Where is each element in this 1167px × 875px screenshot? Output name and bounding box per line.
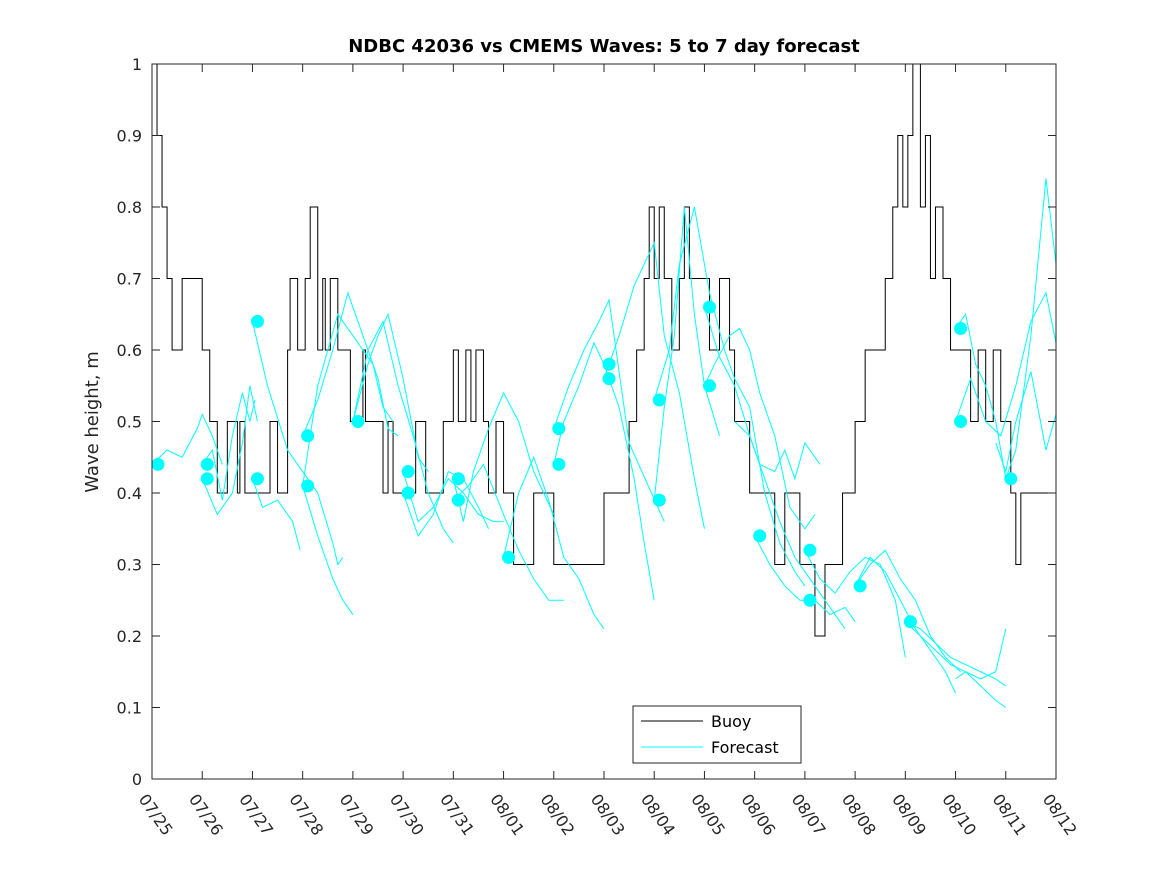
forecast-series-line-10	[352, 319, 454, 544]
forecast-start-point	[954, 322, 968, 336]
forecast-start-point	[602, 372, 616, 386]
forecast-series-line-17	[553, 298, 665, 522]
forecast-series-line-18	[603, 240, 705, 529]
forecast-series-line-32	[955, 291, 1056, 437]
forecast-start-point	[200, 457, 214, 471]
forecast-start-point	[401, 465, 415, 479]
forecast-start-point	[200, 472, 214, 486]
forecast-start-point	[301, 479, 315, 493]
legend: Buoy Forecast	[632, 705, 802, 764]
y-tick-label: 0.8	[117, 198, 142, 217]
forecast-start-point	[451, 472, 465, 486]
y-tick-label: 0.2	[117, 627, 142, 646]
forecast-start-point	[602, 357, 616, 371]
legend-label-buoy: Buoy	[711, 712, 751, 731]
x-tick-label: 08/04	[637, 790, 679, 839]
x-tick-label: 07/25	[135, 790, 177, 839]
forecast-start-point	[702, 379, 716, 393]
y-tick-label: 0.1	[117, 699, 142, 718]
forecast-series-line-25	[804, 549, 906, 658]
x-tick-label: 08/09	[888, 790, 930, 839]
forecast-series-line-14	[452, 463, 564, 601]
forecast-series-line-3	[201, 385, 258, 516]
forecast-series-line-29	[905, 621, 1007, 687]
forecast-series-line-21	[703, 327, 816, 530]
x-tick-label: 08/06	[737, 790, 779, 839]
y-tick-label: 0.3	[117, 556, 142, 575]
forecast-series-line-8	[302, 485, 354, 615]
buoy-series-line	[152, 64, 1056, 637]
y-tick-label: 0	[132, 770, 142, 789]
forecast-series-line-12	[402, 470, 489, 537]
forecast-start-point	[552, 422, 566, 436]
chart-title: NDBC 42036 vs CMEMS Waves: 5 to 7 day fo…	[348, 36, 860, 57]
forecast-start-point	[803, 543, 817, 557]
x-tick-label: 08/11	[989, 790, 1031, 839]
forecast-series-line-11	[402, 471, 504, 523]
legend-box	[632, 705, 802, 764]
forecast-start-point	[502, 550, 516, 564]
forecast-series-line-2	[201, 392, 256, 501]
x-tick-label: 08/02	[537, 790, 579, 839]
y-axis-label: Wave height, m	[82, 351, 103, 492]
plot-area	[152, 64, 1056, 708]
x-tick-label: 08/10	[938, 790, 980, 839]
forecast-start-point	[301, 429, 315, 443]
forecast-series-line-7	[302, 313, 394, 486]
forecast-start-point	[954, 415, 968, 428]
forecast-start-point	[753, 529, 767, 543]
x-tick-label: 07/31	[436, 790, 478, 839]
forecast-series-line-28	[904, 621, 1007, 708]
forecast-start-point	[853, 579, 867, 593]
forecast-start-point	[1004, 472, 1018, 486]
forecast-series-line-33	[995, 371, 1056, 474]
forecast-series-line-5	[251, 321, 344, 566]
x-tick-label: 08/01	[486, 790, 528, 839]
y-tick-label: 1	[132, 55, 142, 74]
x-tick-label: 07/28	[285, 790, 327, 839]
y-tick-label: 0.9	[117, 127, 142, 146]
forecast-series-line-30	[955, 628, 1007, 680]
forecast-start-point	[803, 593, 817, 607]
forecast-start-point	[652, 393, 666, 407]
forecast-start-point	[351, 415, 365, 428]
forecast-series-line-13	[452, 391, 555, 522]
forecast-series-line-4	[251, 478, 301, 551]
x-tick-label: 07/27	[235, 790, 277, 839]
y-tick-label: 0.7	[117, 270, 142, 289]
y-tick-label: 0.6	[117, 341, 142, 360]
x-tick-label: 08/08	[838, 790, 880, 839]
y-tick-label: 0.5	[117, 413, 142, 432]
forecast-start-point	[401, 486, 415, 500]
forecast-start-point	[702, 300, 716, 314]
forecast-start-point	[652, 493, 666, 507]
forecast-series-line-22	[703, 306, 846, 630]
x-tick-label: 08/12	[1039, 790, 1081, 839]
forecast-start-point	[250, 472, 264, 486]
x-tick-label: 08/03	[587, 790, 629, 839]
forecast-series-line-27	[854, 549, 961, 673]
forecast-series-line-9	[352, 312, 429, 472]
forecast-series-line-1	[152, 413, 223, 465]
forecast-start-point	[451, 493, 465, 507]
forecast-series-line-31	[955, 178, 1056, 481]
x-tick-label: 07/30	[386, 790, 428, 839]
x-tick-label: 07/29	[336, 790, 378, 839]
forecast-series-line-15	[503, 455, 605, 630]
forecast-series-line-20	[653, 206, 806, 587]
forecast-series-line-6	[302, 291, 399, 437]
forecast-series-line-23	[734, 421, 821, 481]
x-tick-label: 07/26	[185, 790, 227, 839]
forecast-start-point	[552, 457, 566, 471]
legend-label-forecast: Forecast	[711, 738, 779, 757]
x-tick-label: 08/05	[687, 790, 729, 839]
forecast-start-point	[903, 615, 917, 629]
forecast-series-line-26	[854, 556, 957, 694]
forecast-start-point	[250, 314, 264, 328]
y-tick-label: 0.4	[117, 484, 142, 503]
forecast-start-point	[152, 457, 165, 471]
x-tick-label: 08/07	[788, 790, 830, 839]
